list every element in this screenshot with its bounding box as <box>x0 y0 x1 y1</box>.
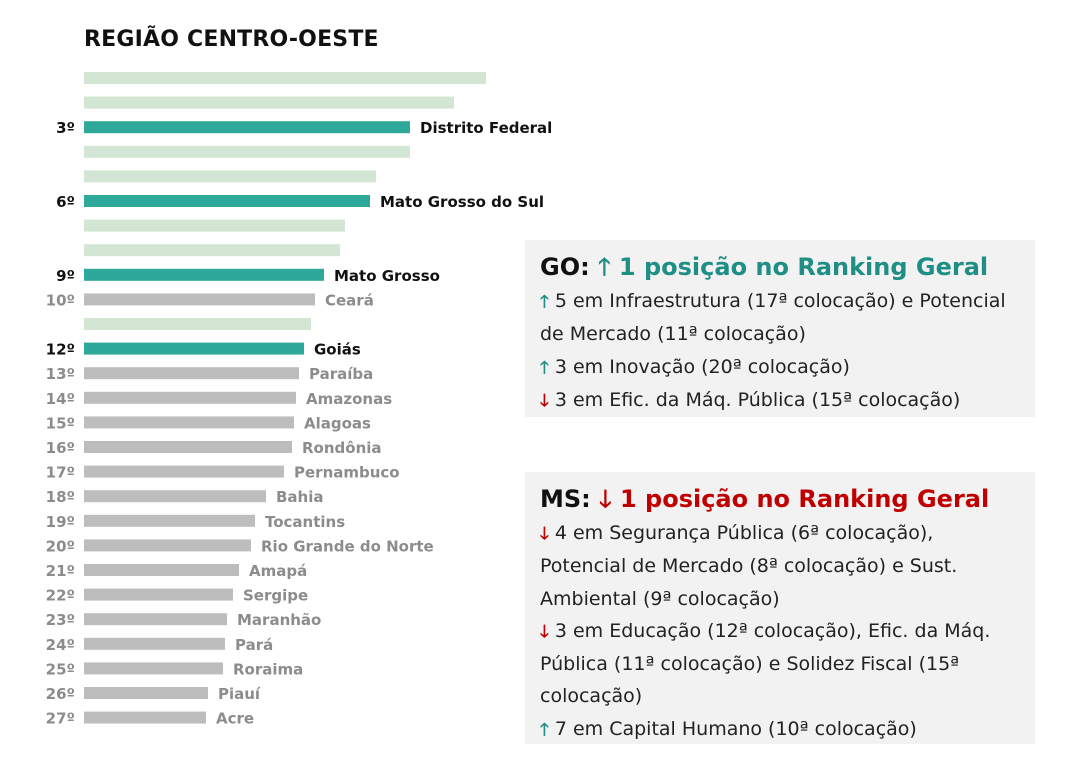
bar-piauí <box>84 687 208 699</box>
bar-unlabeled-11 <box>84 318 311 330</box>
go-line-3: 🡓 3 em Efic. da Máq. Pública (15ª colocaç… <box>540 384 1021 417</box>
rank-label: 15º <box>46 414 75 432</box>
up-arrow-icon: 🡑 <box>540 357 549 378</box>
ms-line-text: 4 em Segurança Pública (6ª colocação), P… <box>540 522 958 610</box>
bar-distrito-federal <box>84 121 410 134</box>
state-label: Mato Grosso do Sul <box>380 193 544 211</box>
chart-title: REGIÃO CENTRO-OESTE <box>84 27 379 52</box>
down-arrow-icon: 🡓 <box>540 621 549 642</box>
state-label: Ceará <box>325 291 374 309</box>
up-arrow-icon: 🡑 <box>540 292 549 312</box>
bar-unlabeled-4 <box>84 145 410 158</box>
ms-headline: MS: 🡓 1 posição no Ranking Geral <box>540 481 1021 517</box>
state-label: Goiás <box>314 341 361 359</box>
rank-label: 20º <box>46 537 75 555</box>
state-label: Sergipe <box>243 587 308 605</box>
up-arrow-icon: 🡑 <box>540 719 549 740</box>
rank-label: 21º <box>46 562 75 580</box>
state-label: Amazonas <box>306 390 392 408</box>
bar-mato-grosso-do-sul <box>84 195 370 207</box>
state-label: Bahia <box>276 488 324 506</box>
state-label: Roraima <box>233 660 303 678</box>
ranking-bar-chart: 3º Distrito Federal 6º Mato Grosso do Sul 9º… <box>46 72 552 728</box>
state-label: Rondônia <box>302 439 382 457</box>
bar-unlabeled-5 <box>84 170 376 183</box>
state-label: Pará <box>235 636 273 654</box>
bar-unlabeled-2 <box>84 96 454 109</box>
bar-goiás <box>84 342 304 355</box>
state-label: Paraíba <box>309 365 373 383</box>
bar-amapá <box>84 564 239 576</box>
ms-line-text: 3 em Educação (12ª colocação), Efic. da … <box>540 619 991 708</box>
state-label: Mato Grosso <box>334 267 440 285</box>
go-line-2: 🡑 3 em Inovação (20ª colocação) <box>540 351 1021 384</box>
rank-label: 22º <box>46 587 75 605</box>
bar-acre <box>84 711 206 724</box>
bar-tocantins <box>84 514 255 527</box>
bar-unlabeled-8 <box>84 244 340 257</box>
down-arrow-icon: 🡓 <box>599 485 612 513</box>
bar-unlabeled-1 <box>84 72 486 84</box>
state-label: Tocantins <box>265 513 345 531</box>
go-headline: GO: 🡑 1 posição no Ranking Geral <box>540 249 1021 285</box>
bar-amazonas <box>84 391 296 404</box>
rank-label: 16º <box>46 439 75 457</box>
rank-label: 3º <box>56 119 75 137</box>
state-label: Piauí <box>218 685 261 703</box>
ms-line-1: 🡓 4 em Segurança Pública (6ª colocação), … <box>540 517 1021 615</box>
ms-summary-box: MS: 🡓 1 posição no Ranking Geral 🡓 4 em S… <box>525 472 1035 744</box>
ms-line-2: 🡓 3 em Educação (12ª colocação), Efic. da… <box>540 615 1021 713</box>
bar-roraima <box>84 662 223 675</box>
go-state-label: GO: <box>540 253 590 281</box>
go-line-text: 5 em Infraestrutura (17ª colocação) e Po… <box>540 290 1006 346</box>
state-label: Distrito Federal <box>420 119 552 137</box>
go-lines: 🡑 5 em Infraestrutura (17ª colocação) e P… <box>540 285 1021 417</box>
ms-line-text: 7 em Capital Humano (10ª colocação) <box>554 717 917 740</box>
rank-label: 26º <box>46 685 75 703</box>
rank-label: 12º <box>46 341 75 359</box>
rank-label: 23º <box>46 611 75 629</box>
rank-label: 10º <box>46 291 75 309</box>
rank-label: 17º <box>46 464 75 482</box>
rank-label: 27º <box>46 710 75 728</box>
bar-ceará <box>84 293 315 306</box>
state-label: Pernambuco <box>294 464 400 482</box>
bar-maranhão <box>84 613 227 626</box>
bar-alagoas <box>84 416 294 429</box>
bar-rondônia <box>84 441 292 453</box>
down-arrow-icon: 🡓 <box>540 524 549 544</box>
go-line-text: 3 em Efic. da Máq. Pública (15ª colocaçã… <box>554 388 961 411</box>
ms-line-3: 🡑 7 em Capital Humano (10ª colocação) <box>540 713 1021 746</box>
go-line-text: 3 em Inovação (20ª colocação) <box>554 355 850 378</box>
ms-headline-text: 1 posição no Ranking Geral <box>619 485 990 513</box>
bar-bahia <box>84 490 266 503</box>
bar-paraíba <box>84 367 299 380</box>
rank-label: 25º <box>46 660 75 678</box>
state-label: Acre <box>216 710 254 728</box>
bar-pará <box>84 637 225 650</box>
bar-rio-grande-do-norte <box>84 539 251 552</box>
state-label: Maranhão <box>237 611 321 629</box>
bar-unlabeled-7 <box>84 219 345 232</box>
state-label: Amapá <box>249 562 307 580</box>
down-arrow-icon: 🡓 <box>540 390 549 411</box>
rank-label: 13º <box>46 365 75 383</box>
go-summary-box: GO: 🡑 1 posição no Ranking Geral 🡑 5 em I… <box>525 240 1035 417</box>
bar-mato-grosso <box>84 268 324 281</box>
rank-label: 6º <box>56 193 75 211</box>
rank-label: 9º <box>56 267 75 285</box>
bar-pernambuco <box>84 465 284 478</box>
rank-label: 19º <box>46 513 75 531</box>
up-arrow-icon: 🡑 <box>598 253 611 281</box>
bar-sergipe <box>84 588 233 601</box>
rank-label: 24º <box>46 636 75 654</box>
rank-label: 14º <box>46 390 75 408</box>
go-line-1: 🡑 5 em Infraestrutura (17ª colocação) e P… <box>540 285 1021 351</box>
state-label: Rio Grande do Norte <box>261 537 434 555</box>
ms-state-label: MS: <box>540 485 591 513</box>
state-label: Alagoas <box>304 414 371 432</box>
rank-label: 18º <box>46 488 75 506</box>
go-headline-text: 1 posição no Ranking Geral <box>618 253 989 281</box>
ms-lines: 🡓 4 em Segurança Pública (6ª colocação), … <box>540 517 1021 746</box>
